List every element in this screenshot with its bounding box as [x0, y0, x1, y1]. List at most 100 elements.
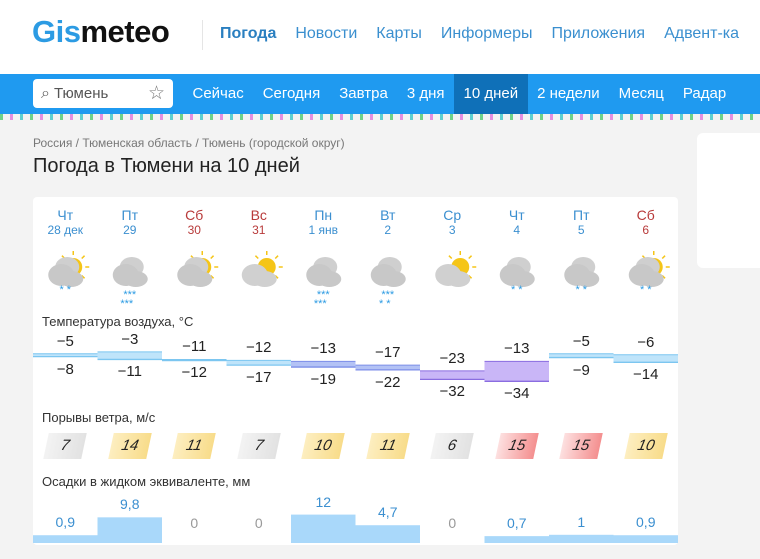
temp-range-bar — [97, 351, 162, 360]
temp-max: −12 — [246, 339, 272, 357]
precip-value: 0,9 — [636, 514, 656, 531]
precip-bar — [33, 535, 98, 543]
temp-range-bar — [355, 365, 420, 370]
temp-max: −5 — [572, 332, 590, 350]
temp-min: −19 — [310, 371, 336, 389]
partly-cloudy-icon — [628, 251, 670, 287]
wind-gust-badge: 6 — [430, 433, 474, 459]
precip-bar — [549, 534, 614, 543]
tab-1[interactable]: Сегодня — [262, 85, 321, 102]
snow-icon: *** — [123, 289, 137, 301]
precip-value: 0 — [190, 515, 199, 531]
wind-gust-badge: 15 — [494, 433, 539, 459]
precip-value: 0,9 — [55, 514, 75, 531]
precip-label: Осадки в жидком эквиваленте, мм — [42, 474, 251, 489]
cloudy-icon — [370, 257, 406, 287]
temp-min: −11 — [117, 363, 142, 381]
day-date: 6 — [642, 223, 650, 237]
tab-6[interactable]: Месяц — [618, 85, 664, 102]
wind-gust-badge: 10 — [623, 433, 668, 459]
tab-5[interactable]: 2 недели — [537, 85, 600, 102]
mostly-sunny-icon — [241, 251, 283, 287]
precip-value: 0 — [448, 515, 457, 531]
precip-bar — [355, 525, 420, 543]
temp-min: −9 — [572, 361, 590, 379]
partly-cloudy-icon — [177, 251, 219, 287]
wind-gust-badge: 7 — [43, 433, 87, 459]
temp-min: −22 — [375, 373, 401, 391]
cloudy-icon — [306, 257, 342, 287]
promo-banner[interactable] — [697, 133, 760, 268]
page-title: Погода в Тюмени на 10 дней — [33, 155, 300, 177]
day-of-week: Сб — [636, 207, 655, 223]
day-date: 3 — [448, 223, 456, 237]
precip-value: 12 — [315, 493, 332, 510]
tab-2[interactable]: Завтра — [339, 85, 388, 102]
garland-decoration — [0, 114, 760, 120]
day-of-week: Ср — [443, 207, 462, 223]
tab-3[interactable]: 3 дня — [406, 85, 445, 102]
nav-advent[interactable]: Адвент-ка — [664, 25, 740, 42]
day-of-week: Чт — [508, 207, 525, 223]
star-icon[interactable]: ☆ — [147, 83, 165, 104]
day-of-week: Вт — [380, 207, 396, 223]
forecast-nav-bar: ⌕ Тюмень ☆ Сейчас Сегодня Завтра 3 дня 10 дн… — [0, 74, 760, 114]
snow-icon: * * — [575, 284, 587, 296]
mostly-sunny-icon — [435, 251, 477, 287]
temp-max: −6 — [637, 333, 655, 351]
temp-range-bar — [613, 354, 678, 363]
nav-weather[interactable]: Погода — [220, 25, 277, 42]
temp-max: −5 — [56, 332, 74, 350]
precip-value: 0 — [254, 515, 263, 531]
tab-0[interactable]: Сейчас — [192, 85, 244, 102]
search-value: Тюмень — [53, 85, 109, 102]
day-of-week: Вс — [250, 207, 267, 223]
temp-range-bar — [291, 361, 356, 368]
nav-news[interactable]: Новости — [295, 25, 358, 42]
temp-range-bar — [33, 353, 98, 357]
nav-apps[interactable]: Приложения — [551, 25, 646, 42]
nav-informers[interactable]: Информеры — [440, 25, 533, 42]
nav-maps[interactable]: Карты — [376, 25, 422, 42]
day-date: 29 — [123, 223, 137, 237]
day-header: Пн 1 янв — [291, 207, 356, 237]
day-header: Вс 31 — [227, 207, 292, 237]
day-header: Чт 4 — [485, 207, 550, 237]
wind-gust-badge: 10 — [301, 433, 345, 459]
precip-bar — [613, 535, 678, 543]
snow-icon: *** — [120, 298, 134, 310]
snow-icon: * * — [640, 284, 652, 296]
divider — [202, 20, 203, 50]
wind-label: Порывы ветра, м/с — [42, 410, 156, 425]
logo[interactable]: Gismeteo — [32, 14, 170, 49]
temp-min: −8 — [56, 360, 74, 378]
search-icon: ⌕ — [41, 84, 50, 102]
day-header: Сб 30 — [162, 207, 227, 237]
snow-icon: * * — [59, 284, 71, 296]
tab-4[interactable]: 10 дней — [454, 74, 528, 114]
tab-7[interactable]: Радар — [682, 85, 727, 102]
day-date: 1 янв — [308, 223, 338, 237]
temp-range-bar — [484, 361, 549, 382]
temp-range-bar — [226, 360, 291, 366]
partly-cloudy-icon — [48, 251, 90, 287]
day-header: Чт 28 дек — [33, 207, 98, 237]
precip-bar — [97, 517, 162, 543]
temp-max: −13 — [504, 340, 530, 358]
cloudy-icon — [564, 257, 600, 287]
day-date: 28 дек — [47, 223, 84, 237]
breadcrumb[interactable]: Россия / Тюменская область / Тюмень (гор… — [33, 136, 345, 150]
day-of-week: Сб — [185, 207, 204, 223]
day-of-week: Чт — [57, 207, 74, 223]
header: Gismeteo Погода Новости Карты Информеры … — [0, 0, 760, 74]
day-of-week: Пт — [573, 207, 590, 223]
temp-range-bar — [420, 370, 485, 380]
day-of-week: Пн — [314, 207, 333, 223]
cloudy-icon — [112, 257, 148, 287]
day-header: Пт 29 — [98, 207, 163, 237]
city-search-input[interactable]: ⌕ Тюмень ☆ — [33, 79, 173, 108]
temp-range-bar — [549, 353, 614, 358]
precip-value: 4,7 — [378, 504, 398, 521]
temp-max: −13 — [310, 340, 336, 358]
day-date: 2 — [384, 223, 392, 237]
